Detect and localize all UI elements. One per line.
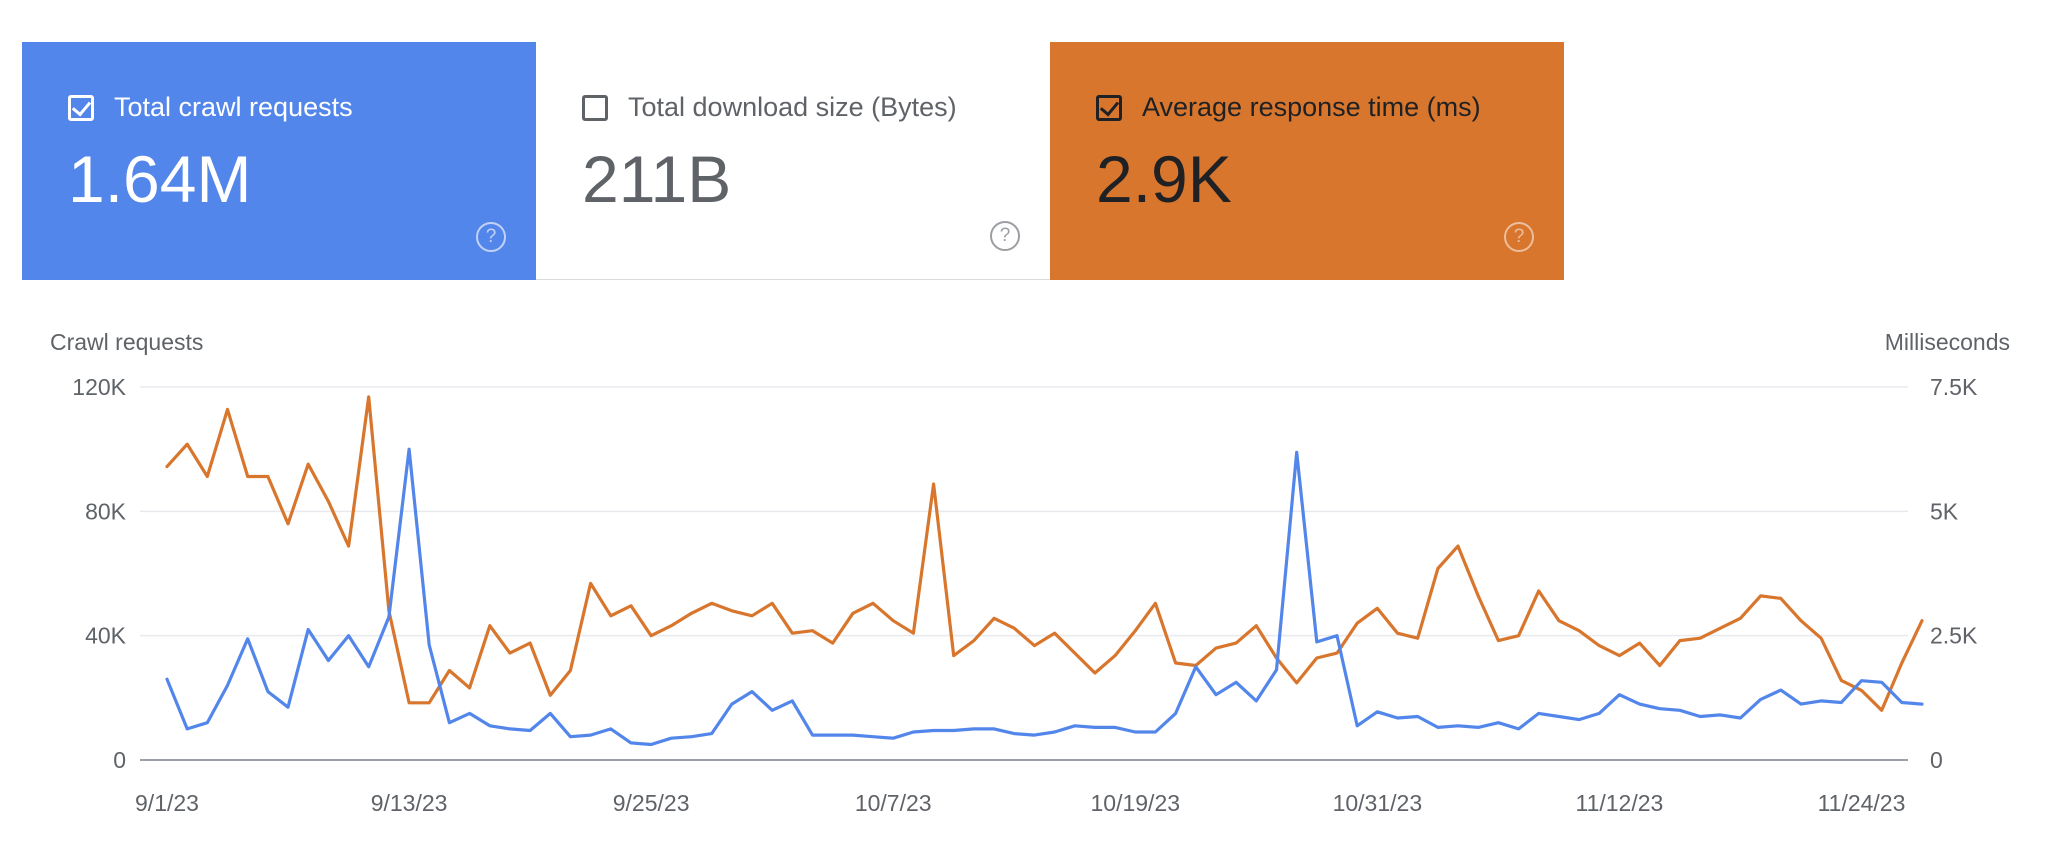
right-axis-label: Milliseconds (1885, 329, 2010, 355)
right-tick-label: 5K (1930, 498, 1959, 524)
card-header[interactable]: Total crawl requests (68, 92, 353, 123)
left-tick-label: 120K (72, 374, 126, 400)
card-value: 2.9K (1096, 142, 1232, 216)
right-axis-ticks: 0 2.5K 5K 7.5K (1930, 374, 1978, 773)
left-axis-label: Crawl requests (50, 329, 203, 355)
help-icon[interactable]: ? (1504, 222, 1534, 252)
x-tick-label: 9/13/23 (371, 790, 448, 816)
help-icon[interactable]: ? (990, 221, 1020, 251)
card-value: 211B (582, 142, 732, 216)
left-tick-label: 40K (85, 623, 127, 649)
card-value: 1.64M (68, 142, 252, 216)
card-label: Total crawl requests (114, 92, 353, 122)
series-lines (165, 395, 1924, 747)
card-label: Total download size (Bytes) (628, 92, 957, 122)
card-header[interactable]: Average response time (ms) (1096, 92, 1481, 123)
card-total-download-size[interactable]: Total download size (Bytes) 211B ? (536, 42, 1050, 280)
x-tick-label: 9/25/23 (613, 790, 690, 816)
x-tick-label: 10/31/23 (1333, 790, 1423, 816)
x-tick-label: 10/19/23 (1091, 790, 1181, 816)
help-icon[interactable]: ? (476, 222, 506, 252)
x-tick-label: 9/1/23 (135, 790, 199, 816)
left-axis-ticks: 0 40K 80K 120K (72, 374, 126, 773)
right-tick-label: 7.5K (1930, 374, 1978, 400)
series-line-response-time (165, 395, 1924, 712)
x-tick-label: 10/7/23 (855, 790, 932, 816)
card-total-crawl-requests[interactable]: Total crawl requests 1.64M ? (22, 42, 536, 280)
crawl-stats-chart: Crawl requests Milliseconds 040K80K120K … (50, 329, 2010, 816)
series-line-crawl-requests (165, 447, 1924, 747)
x-tick-label: 11/12/23 (1575, 790, 1663, 816)
left-tick-label: 80K (85, 498, 127, 524)
grid-lines (140, 386, 1908, 761)
right-tick-label: 0 (1930, 747, 1943, 773)
x-axis-ticks: 9/1/23 9/13/23 9/25/23 10/7/23 10/19/23 10/31… (135, 790, 1905, 816)
x-tick-label: 11/24/23 (1818, 790, 1906, 816)
card-average-response-time[interactable]: Average response time (ms) 2.9K ? (1050, 42, 1564, 280)
metric-cards: Total crawl requests 1.64M ? Total downl… (22, 42, 1564, 280)
checkbox-unchecked-icon[interactable] (582, 94, 608, 121)
card-header[interactable]: Total download size (Bytes) (582, 92, 957, 123)
checkbox-checked-icon[interactable] (1096, 94, 1122, 121)
left-tick-label: 0 (113, 747, 126, 773)
right-tick-label: 2.5K (1930, 623, 1978, 649)
checkbox-checked-icon[interactable] (68, 94, 94, 121)
card-label: Average response time (ms) (1142, 92, 1481, 122)
